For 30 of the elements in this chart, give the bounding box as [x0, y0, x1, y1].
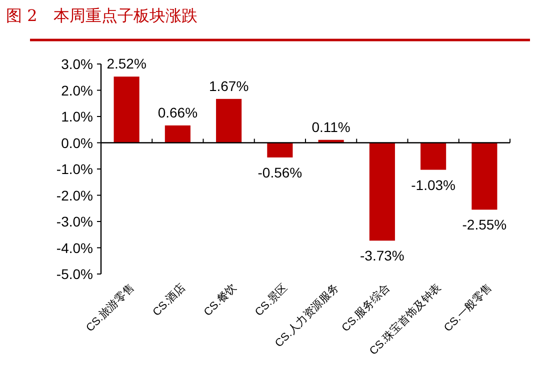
y-tick-label: 2.0% [61, 82, 93, 98]
y-tick-label: -4.0% [56, 240, 93, 256]
x-tick-label: CS.餐饮 [202, 282, 239, 319]
data-label: -3.73% [360, 248, 404, 264]
data-label: 0.66% [158, 104, 198, 120]
data-label: -2.55% [462, 216, 507, 233]
bar [420, 142, 446, 170]
y-tick-label: 1.0% [61, 108, 93, 124]
y-tick-label: 0.0% [61, 134, 93, 151]
x-tick-label: CS.一般零售 [442, 282, 495, 334]
bar [216, 98, 242, 143]
chart-title: 图 2 本周重点子板块涨跌 [6, 6, 198, 25]
data-label: 1.67% [208, 78, 249, 94]
y-tick-label: 3.0% [61, 56, 93, 72]
bar [114, 76, 140, 143]
bar [472, 142, 498, 210]
y-tick-label: -3.0% [56, 214, 93, 230]
data-label: -1.03% [411, 176, 456, 193]
bar [369, 142, 395, 241]
x-tick-label: CS.景区 [253, 282, 290, 319]
bar [267, 142, 293, 158]
data-label: 2.52% [106, 56, 146, 72]
x-tick-label: CS.酒店 [150, 280, 188, 319]
bar [164, 125, 190, 143]
y-tick-label: -1.0% [56, 161, 93, 177]
data-label: 0.11% [312, 118, 350, 135]
y-tick-label: -5.0% [56, 266, 93, 282]
y-tick-label: -2.0% [56, 187, 93, 204]
x-tick-label: CS.旅游零售 [83, 280, 137, 334]
data-label: -0.56% [258, 164, 302, 180]
